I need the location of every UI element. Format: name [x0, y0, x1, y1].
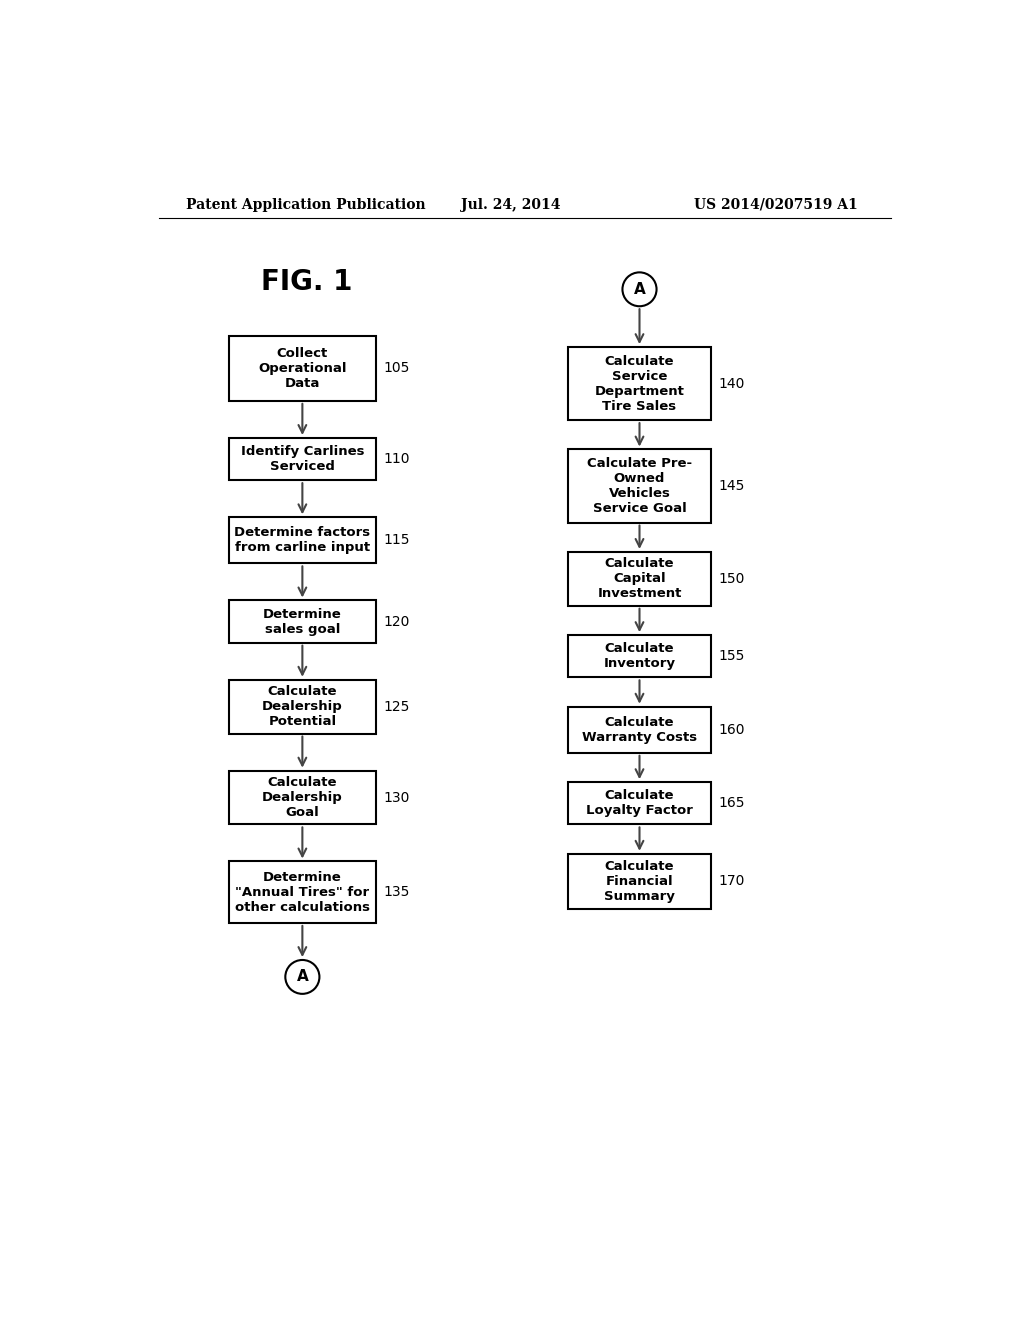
FancyBboxPatch shape	[228, 601, 376, 643]
FancyBboxPatch shape	[228, 517, 376, 564]
Circle shape	[623, 272, 656, 306]
Text: Calculate
Inventory: Calculate Inventory	[603, 643, 676, 671]
Text: Calculate Pre-
Owned
Vehicles
Service Goal: Calculate Pre- Owned Vehicles Service Go…	[587, 457, 692, 515]
Text: 110: 110	[384, 451, 411, 466]
Text: 170: 170	[719, 874, 745, 888]
Text: Calculate
Service
Department
Tire Sales: Calculate Service Department Tire Sales	[595, 355, 684, 413]
Text: Patent Application Publication: Patent Application Publication	[186, 198, 426, 211]
FancyBboxPatch shape	[568, 552, 712, 606]
Text: Determine
sales goal: Determine sales goal	[263, 607, 342, 635]
Text: Calculate
Dealership
Goal: Calculate Dealership Goal	[262, 776, 343, 818]
Text: 155: 155	[719, 649, 745, 663]
Text: FIG. 1: FIG. 1	[260, 268, 352, 296]
FancyBboxPatch shape	[568, 449, 712, 523]
Text: 140: 140	[719, 376, 745, 391]
Text: US 2014/0207519 A1: US 2014/0207519 A1	[693, 198, 857, 211]
Circle shape	[286, 960, 319, 994]
Text: Determine factors
from carline input: Determine factors from carline input	[234, 527, 371, 554]
Text: A: A	[634, 281, 645, 297]
FancyBboxPatch shape	[228, 335, 376, 401]
Text: Collect
Operational
Data: Collect Operational Data	[258, 347, 347, 389]
Text: 130: 130	[384, 791, 411, 804]
Text: A: A	[297, 969, 308, 985]
Text: 105: 105	[384, 362, 411, 375]
FancyBboxPatch shape	[568, 635, 712, 677]
Text: Determine
"Annual Tires" for
other calculations: Determine "Annual Tires" for other calcu…	[234, 871, 370, 913]
Text: Calculate
Warranty Costs: Calculate Warranty Costs	[582, 715, 697, 743]
Text: Calculate
Financial
Summary: Calculate Financial Summary	[604, 859, 675, 903]
FancyBboxPatch shape	[228, 771, 376, 825]
Text: Calculate
Capital
Investment: Calculate Capital Investment	[597, 557, 682, 601]
Text: 120: 120	[384, 615, 411, 628]
FancyBboxPatch shape	[568, 706, 712, 752]
Text: 160: 160	[719, 723, 745, 737]
Text: 115: 115	[384, 533, 411, 548]
Text: 145: 145	[719, 479, 745, 494]
Text: Calculate
Dealership
Potential: Calculate Dealership Potential	[262, 685, 343, 729]
Text: 135: 135	[384, 886, 411, 899]
Text: 165: 165	[719, 796, 745, 810]
Text: 125: 125	[384, 700, 411, 714]
Text: 150: 150	[719, 572, 745, 586]
Text: Identify Carlines
Serviced: Identify Carlines Serviced	[241, 445, 365, 473]
FancyBboxPatch shape	[568, 347, 712, 420]
FancyBboxPatch shape	[568, 854, 712, 909]
FancyBboxPatch shape	[228, 680, 376, 734]
FancyBboxPatch shape	[228, 438, 376, 480]
FancyBboxPatch shape	[228, 862, 376, 923]
Text: Jul. 24, 2014: Jul. 24, 2014	[461, 198, 561, 211]
Text: Calculate
Loyalty Factor: Calculate Loyalty Factor	[586, 789, 693, 817]
FancyBboxPatch shape	[568, 781, 712, 825]
